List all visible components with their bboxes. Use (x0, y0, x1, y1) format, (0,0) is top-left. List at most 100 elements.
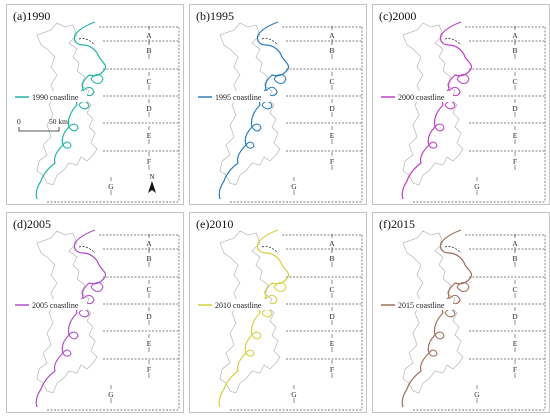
map-canvas: AB C D E F G 2010 coastline (198, 229, 363, 411)
segment-label-bg (511, 311, 519, 320)
segment-label: F (147, 157, 151, 166)
segment-label-bg (328, 238, 336, 247)
land-outline (219, 22, 281, 186)
segment-label-bg (328, 156, 336, 165)
map-canvas: AB C D E F G 1990 coastline 0 50 km N (15, 21, 180, 203)
coastline-loop (434, 331, 445, 340)
segment-label: A (146, 31, 152, 40)
segment-label: D (512, 312, 518, 321)
segment-label-bg (290, 389, 298, 398)
inner-dashed-line (444, 246, 462, 254)
scale-zero-label: 0 (17, 117, 21, 126)
segment-label: G (474, 182, 480, 191)
land-outline (36, 22, 98, 186)
map-canvas: AB C D E F G 2015 coastline (381, 229, 546, 411)
north-arrow-icon (148, 181, 156, 193)
segment-label-bg (511, 30, 519, 39)
segment-label: A (146, 239, 152, 248)
segment-label-bg (145, 156, 153, 165)
legend-bg (31, 299, 87, 310)
segment-label: E (330, 131, 335, 140)
inner-dashed-line (444, 38, 462, 46)
segment-label-bg (145, 338, 153, 347)
segment-label: D (512, 104, 518, 113)
panel-title: (e)2010 (196, 217, 234, 231)
map-panel-4: A B C D E F G 2005 coastline (d)2005 (6, 212, 184, 413)
segment-label: C (329, 285, 334, 294)
segment-label-bg (145, 45, 153, 54)
segment-label-bg (511, 103, 519, 112)
segment-label: F (330, 365, 334, 374)
panel-title: (a)1990 (13, 9, 51, 23)
segment-label-bg (511, 45, 519, 54)
map-panel-1: A B C D E F G 1990 coastline 0 50 km N (a)1990 (6, 4, 184, 205)
land-outline (219, 230, 281, 394)
coastline-path (218, 229, 290, 408)
coastline-path (218, 21, 290, 200)
segment-label-bg (145, 30, 153, 39)
coastline-loop (251, 123, 262, 132)
map-canvas: AB C D E F G 2000 coastline (381, 21, 546, 203)
segment-label: B (329, 254, 334, 263)
legend-bg (31, 91, 87, 102)
segment-label: G (291, 390, 297, 399)
coastline-path (35, 21, 107, 200)
segment-label-bg (473, 181, 481, 190)
segment-label-bg (328, 311, 336, 320)
segment-label-bg (107, 389, 115, 398)
segment-label-bg (511, 253, 519, 262)
coastline-path (35, 229, 107, 408)
inner-dashed-line (261, 246, 279, 254)
coastline-loop (273, 73, 287, 85)
segment-label: E (513, 131, 518, 140)
segment-label-bg (328, 30, 336, 39)
segment-label: A (512, 31, 518, 40)
segment-label: F (147, 365, 151, 374)
segment-label: G (108, 390, 114, 399)
panel-title: (b)1995 (196, 9, 234, 23)
segment-label-bg (145, 253, 153, 262)
coastline-loop (245, 141, 255, 149)
segment-label-bg (328, 253, 336, 262)
coastline-loop (273, 281, 287, 293)
segment-label: D (146, 104, 152, 113)
segment-label: C (329, 77, 334, 86)
segment-label: G (474, 390, 480, 399)
map-canvas: AB C D E F G 2005 coastline (15, 229, 180, 411)
coastline-loop (68, 123, 79, 132)
map-panel-5: A B C D E F G 2010 coastline (e)2010 (189, 212, 367, 413)
legend-bg (214, 299, 270, 310)
segment-label-bg (473, 389, 481, 398)
segment-label-bg (511, 284, 519, 293)
segment-label: B (329, 46, 334, 55)
coastline-loop (245, 349, 255, 357)
segment-label-bg (145, 76, 153, 85)
segment-label: G (291, 182, 297, 191)
legend-label: 2000 coastline (398, 93, 445, 102)
segment-label: B (146, 46, 151, 55)
legend-bg (397, 299, 453, 310)
segment-label-bg (328, 284, 336, 293)
segment-label: G (108, 182, 114, 191)
legend-bg (397, 91, 453, 102)
legend-bg (214, 91, 270, 102)
inner-dashed-line (261, 38, 279, 46)
segment-label-bg (328, 76, 336, 85)
segment-label: D (329, 312, 335, 321)
legend-label: 1990 coastline (32, 93, 79, 102)
coastline-loop (434, 123, 445, 132)
coastline-loop (251, 331, 262, 340)
segment-label-bg (107, 181, 115, 190)
segment-label: B (512, 46, 517, 55)
segment-label-bg (145, 130, 153, 139)
segment-label: C (512, 77, 517, 86)
segment-label: C (146, 77, 151, 86)
segment-label-bg (328, 103, 336, 112)
segment-label: F (513, 365, 517, 374)
segment-label-bg (145, 238, 153, 247)
segment-label: E (513, 339, 518, 348)
map-panel-2: A B C D E F G 1995 coastline (b)1995 (189, 4, 367, 205)
segment-label: F (513, 157, 517, 166)
coastline-loop (68, 331, 79, 340)
segment-label-bg (328, 364, 336, 373)
